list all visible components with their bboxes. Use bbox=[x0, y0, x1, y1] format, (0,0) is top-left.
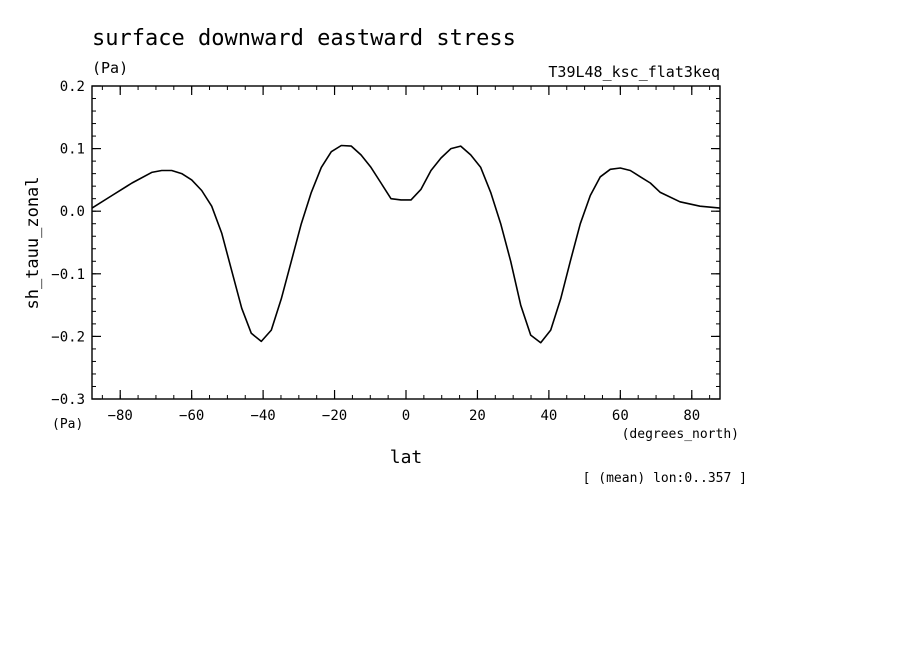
experiment-label: T39L48_ksc_flat3keq bbox=[548, 63, 720, 81]
x-axis-label: lat bbox=[390, 447, 423, 468]
x-tick-label: 40 bbox=[540, 408, 557, 424]
series-line bbox=[91, 144, 721, 344]
x-tick-label: −40 bbox=[250, 408, 275, 424]
y-tick-label: 0.0 bbox=[60, 204, 85, 220]
x-tick-labels: −80 −60 −40 −20 0 20 40 60 80 bbox=[108, 408, 701, 424]
y-tick-label: 0.2 bbox=[60, 79, 85, 95]
y-tick-label: 0.1 bbox=[60, 142, 85, 158]
x-tick-label: −60 bbox=[179, 408, 204, 424]
x-tick-label: 60 bbox=[612, 408, 629, 424]
series-layer bbox=[91, 144, 721, 344]
averaging-note: [ (mean) lon:0..357 ] bbox=[583, 471, 747, 486]
y-units-label: (Pa) bbox=[52, 417, 83, 432]
y-tick-label: −0.2 bbox=[51, 329, 85, 345]
y-tick-label: −0.1 bbox=[51, 267, 85, 283]
y-tick-labels: −0.3 −0.2 −0.1 0.0 0.1 0.2 bbox=[51, 79, 85, 408]
plot-frame bbox=[91, 85, 721, 400]
x-tick-label: 80 bbox=[683, 408, 700, 424]
x-tick-label: −20 bbox=[322, 408, 347, 424]
y-tick-label: −0.3 bbox=[51, 392, 85, 408]
x-tick-label: 20 bbox=[469, 408, 486, 424]
x-units-label: (degrees_north) bbox=[622, 427, 739, 442]
y-axis-label: sh_tauu_zonal bbox=[23, 176, 43, 309]
chart-title: surface downward eastward stress bbox=[92, 26, 516, 51]
title-units: (Pa) bbox=[92, 59, 128, 77]
x-tick-label: 0 bbox=[402, 408, 410, 424]
axis-ticks bbox=[92, 85, 720, 400]
x-tick-label: −80 bbox=[108, 408, 133, 424]
